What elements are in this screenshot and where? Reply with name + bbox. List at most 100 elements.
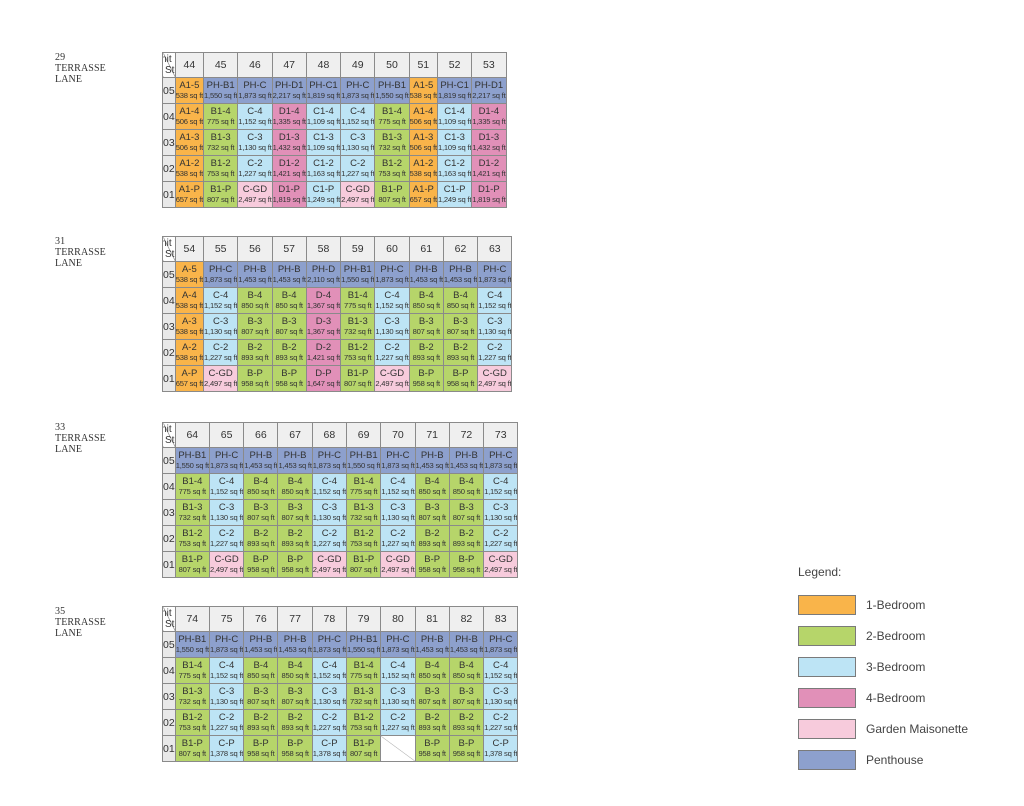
corner-storey-label: Storey xyxy=(165,249,175,260)
unit-type: PH-C xyxy=(209,263,233,275)
unit-area: 1,249 sq ft xyxy=(437,194,472,204)
unit-area: 1,130 sq ft xyxy=(312,512,347,522)
unit-type: C-GD xyxy=(317,553,342,565)
unit-area: 1,550 sq ft xyxy=(175,644,209,654)
unit-area: 958 sq ft xyxy=(452,748,481,758)
unit-cell: C-4 1,152 sq ft xyxy=(203,287,239,314)
unit-cell: A1-4 506 sq ft xyxy=(174,103,205,130)
unit-type: B1-2 xyxy=(210,157,231,169)
unit-cell: B-P 958 sq ft xyxy=(237,365,273,392)
unit-area: 1,550 sq ft xyxy=(341,274,375,284)
unit-cell: B-4 850 sq ft xyxy=(448,473,485,500)
unit-cell: B-3 807 sq ft xyxy=(414,499,450,526)
unit-cell: C-GD 2,497 sq ft xyxy=(340,181,376,208)
unit-area: 807 sq ft xyxy=(178,564,207,574)
storey-number: 02 xyxy=(162,339,176,366)
storey-number: 03 xyxy=(162,313,176,340)
unit-area: 958 sq ft xyxy=(418,564,447,574)
unit-type: C-4 xyxy=(493,475,509,487)
legend-label: 4-Bedroom xyxy=(866,690,926,705)
unit-cell: PH-B 1,453 sq ft xyxy=(237,261,273,288)
unit-type: B-2 xyxy=(281,341,297,353)
unit-type: B-4 xyxy=(459,659,474,671)
unit-cell: PH-B1 1,550 sq ft xyxy=(346,631,382,658)
unit-cell: B-2 893 sq ft xyxy=(414,525,450,552)
unit-cell: C-4 1,152 sq ft xyxy=(208,473,245,500)
storey-row: 04 A1-4 506 sq ft B1-4 775 sq ft C-4 1,152 sq … xyxy=(162,103,507,130)
unit-area: 732 sq ft xyxy=(349,512,378,522)
unit-type: PH-D xyxy=(311,263,336,275)
unit-cell: PH-C 1,873 sq ft xyxy=(374,261,410,288)
unit-type: C1-3 xyxy=(444,131,465,143)
storey-number: 03 xyxy=(162,499,176,526)
unit-area: 753 sq ft xyxy=(178,538,207,548)
unit-cell: C1-P 1,249 sq ft xyxy=(436,181,473,208)
storey-number: 05 xyxy=(162,261,176,288)
unit-type: B1-4 xyxy=(347,289,368,301)
unit-number: 80 xyxy=(380,606,416,632)
unit-cell: B1-2 753 sq ft xyxy=(203,155,239,182)
unit-cell: A1-3 506 sq ft xyxy=(174,129,205,156)
unit-area: 1,550 sq ft xyxy=(347,644,381,654)
unit-cell: B1-P 807 sq ft xyxy=(203,181,239,208)
unit-area: 506 sq ft xyxy=(409,142,437,152)
unit-cell: B-3 807 sq ft xyxy=(277,499,313,526)
unit-type: PH-B xyxy=(249,633,273,645)
unit-number: 79 xyxy=(346,606,382,632)
unit-type: PH-B xyxy=(249,449,273,461)
storey-row: 04 B1-4 775 sq ft C-4 1,152 sq ft B-4 850 sq f… xyxy=(162,657,519,684)
unit-area: 807 sq ft xyxy=(344,378,372,388)
unit-type: C-3 xyxy=(218,501,235,513)
legend-item: Garden Maisonette xyxy=(798,713,968,744)
unit-type: A1-P xyxy=(178,183,200,195)
unit-area: 1,453 sq ft xyxy=(244,460,278,470)
unit-cell: C-3 1,130 sq ft xyxy=(477,313,513,340)
unit-cell: D-2 1,421 sq ft xyxy=(305,339,342,366)
unit-type: D1-4 xyxy=(278,105,300,117)
unit-cell: B1-3 732 sq ft xyxy=(374,129,410,156)
unit-type: B1-3 xyxy=(353,501,374,513)
unit-area: 958 sq ft xyxy=(281,748,309,758)
unit-cell: B-P 958 sq ft xyxy=(414,551,450,578)
unit-type: B1-4 xyxy=(182,475,203,487)
unit-cell: D-P 1,647 sq ft xyxy=(305,365,342,392)
unit-type: B-2 xyxy=(247,341,263,353)
unit-number: 65 xyxy=(208,422,245,448)
unit-area: 1,227 sq ft xyxy=(341,168,375,178)
empty-unit-cell xyxy=(380,735,416,762)
unit-area: 1,152 sq ft xyxy=(484,486,518,496)
unit-cell: D1-3 1,432 sq ft xyxy=(471,129,507,156)
unit-number: 48 xyxy=(305,52,342,78)
unit-type: PH-B xyxy=(449,263,472,275)
unit-area: 1,432 sq ft xyxy=(272,142,306,152)
unit-area: 1,873 sq ft xyxy=(478,274,512,284)
unit-cell: C-GD 2,497 sq ft xyxy=(483,551,519,578)
unit-area: 1,227 sq ft xyxy=(204,352,238,362)
storey-number: 01 xyxy=(162,365,176,392)
unit-type: C1-2 xyxy=(313,157,334,169)
storey-row: 01 B1-P 807 sq ft C-P 1,378 sq ft B-P 958 sq f… xyxy=(162,735,519,762)
unit-cell: B-4 850 sq ft xyxy=(408,287,444,314)
unit-area: 538 sq ft xyxy=(175,352,204,362)
unit-type: A1-5 xyxy=(413,79,434,91)
unit-type: C-4 xyxy=(384,289,400,301)
corner-cell: UnitStorey xyxy=(162,52,176,78)
unit-area: 1,453 sq ft xyxy=(272,274,306,284)
unit-cell: C-2 1,227 sq ft xyxy=(483,709,519,736)
unit-cell: C-3 1,130 sq ft xyxy=(483,499,519,526)
unit-number: 52 xyxy=(436,52,473,78)
unit-type: A1-5 xyxy=(179,79,200,91)
unit-cell: B-3 807 sq ft xyxy=(414,683,450,710)
unit-type: PH-B xyxy=(283,449,307,461)
unit-area: 807 sq ft xyxy=(378,194,406,204)
unit-type: B-4 xyxy=(253,659,269,671)
unit-number: 59 xyxy=(340,236,376,262)
unit-number: 83 xyxy=(483,606,519,632)
unit-type: B-P xyxy=(424,737,441,749)
unit-area: 850 sq ft xyxy=(281,486,309,496)
unit-type: A1-P xyxy=(412,183,434,195)
unit-area: 807 sq ft xyxy=(247,696,275,706)
unit-cell: B-4 850 sq ft xyxy=(237,287,273,314)
unit-cell: B1-4 775 sq ft xyxy=(346,473,382,500)
unit-area: 1,227 sq ft xyxy=(312,722,347,732)
